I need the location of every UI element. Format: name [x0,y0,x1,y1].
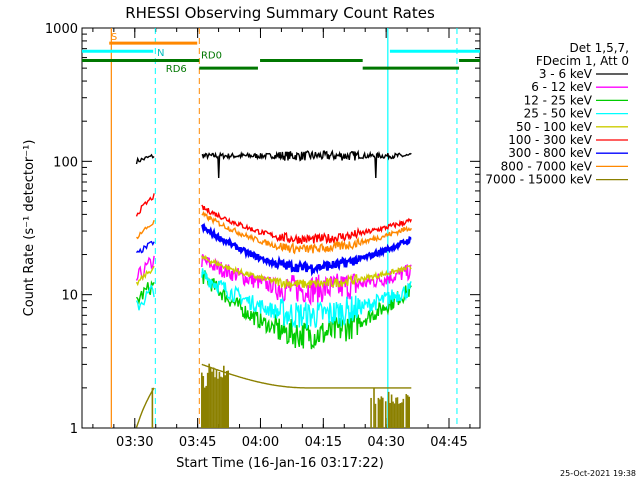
y-tick-label: 1 [70,422,78,437]
legend-label: 3 - 6 keV [539,67,593,81]
series-line-seg1 [135,240,155,254]
series-line-seg1 [135,265,155,287]
series-line-seg2 [201,222,412,277]
x-tick-label: 03:30 [116,435,153,450]
night-label: N [157,48,164,59]
x-tick-label: 03:45 [179,435,216,450]
series-line-seg2 [201,254,412,307]
x-tick-label: 04:00 [242,435,279,450]
series-line-seg2 [201,204,412,245]
legend-label: 300 - 800 keV [508,146,592,160]
series-line-seg2 [201,254,412,290]
plot-layer: 1 10 100 1000 03:30 03:45 04:00 04:15 04:30 04:45… [45,22,628,450]
series-line-seg2 [201,268,412,329]
x-tick-label: 04:45 [430,435,467,450]
series-line-seg2 [201,270,412,350]
series-line-seg1 [136,219,155,240]
legend-label: 800 - 7000 keV [501,159,593,173]
series-line-seg1 [135,193,155,217]
series-line-seg1 [135,387,155,428]
legend-label: 6 - 12 keV [531,80,593,94]
chart-title: RHESSI Observing Summary Count Rates [125,4,435,22]
legend-label: 7000 - 15000 keV [485,173,592,187]
rd6-label: RD6 [166,64,187,75]
legend-header-2: FDecim 1, Att 0 [536,54,629,68]
series-line-seg1 [135,255,155,282]
x-tick-label: 04:30 [367,435,404,450]
series-line-seg1 [135,153,155,165]
series-line-seg2 [201,149,412,179]
saa-label: S [111,32,117,43]
y-tick-label: 100 [53,155,78,170]
legend-header-1: Det 1,5,7, [570,41,630,55]
rd0-label: RD0 [201,51,222,62]
y-axis-label: Count Rate (s⁻¹ detector⁻¹) [22,140,37,317]
legend-label: 100 - 300 keV [508,133,592,147]
series-line-seg2 [201,210,412,255]
x-axis-label: Start Time (16-Jan-16 03:17:22) [176,456,384,471]
legend-label: 50 - 100 keV [516,120,593,134]
plot-frame [81,27,481,429]
x-tick-label: 04:15 [305,435,342,450]
legend-label: 25 - 50 keV [524,107,593,121]
legend-label: 12 - 25 keV [524,93,593,107]
timestamp: 25-Oct-2021 19:38 [560,469,636,478]
y-tick-label: 10 [61,289,78,304]
series-line-seg1 [135,284,155,311]
series-line-seg2 [201,363,412,389]
y-tick-label: 1000 [45,22,78,37]
